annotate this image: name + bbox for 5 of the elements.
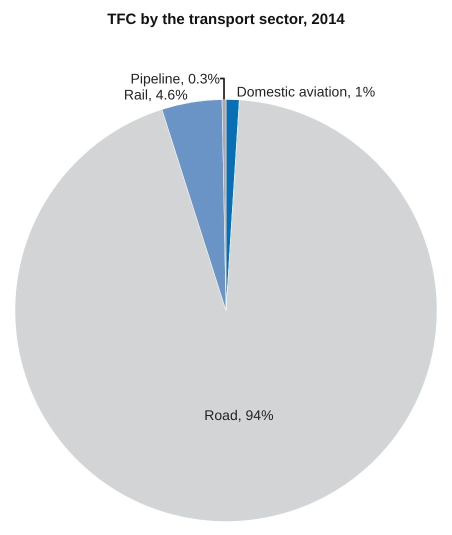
slice-label: Road, 94% bbox=[204, 407, 274, 424]
slice-label: Rail, 4.6% bbox=[124, 86, 188, 103]
slice-label: Domestic aviation, 1% bbox=[236, 84, 376, 100]
chart-title: TFC by the transport sector, 2014 bbox=[107, 10, 346, 28]
slice-label: Pipeline, 0.3% bbox=[130, 70, 220, 87]
